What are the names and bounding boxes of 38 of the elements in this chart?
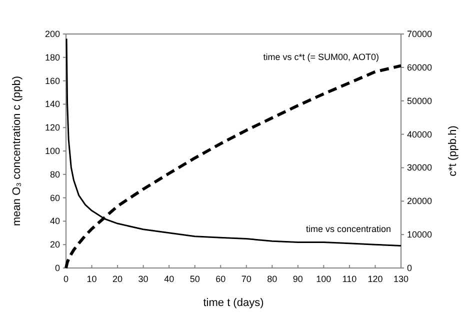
y2-tick-label: 0 [407,263,412,273]
x-tick-label: 100 [316,274,332,284]
y-axis-title: mean O₃ concentration c (ppb) [11,76,23,226]
y-tick-label: 0 [54,263,60,273]
y-tick-label: 100 [44,146,60,156]
x-tick-label: 60 [216,274,226,284]
x-tick-label: 110 [342,274,357,284]
series-label: time vs c*t (= SUM00, AOT0) [263,52,379,62]
y2-tick-label: 70000 [407,29,432,39]
y-tick-label: 140 [44,99,60,110]
x-tick-label: 30 [138,274,148,284]
x-tick-label: 40 [164,274,174,284]
y2-tick-label: 30000 [407,162,432,173]
y2-tick-label: 20000 [407,196,432,206]
x-tick-label: 10 [86,274,97,284]
y2-tick-label: 50000 [407,96,432,106]
x-tick-label: 20 [112,274,123,284]
x-tick-label: 80 [267,274,278,284]
x-tick-label: 0 [63,274,69,284]
y-tick-label: 40 [50,216,60,226]
y-tick-label: 120 [44,122,60,133]
y2-tick-label: 60000 [407,62,432,72]
x-tick-label: 90 [292,274,303,284]
y-tick-label: 160 [44,76,60,86]
x-tick-label: 50 [190,274,200,284]
y2-tick-label: 10000 [407,230,432,240]
series-label: time vs concentration [306,224,391,234]
y-tick-label: 80 [50,169,60,180]
x-axis-title: time t (days) [203,297,264,309]
y2-axis-title: c*t (ppb.h) [447,126,459,176]
y-tick-label: 180 [44,52,60,62]
y2-tick-label: 40000 [407,129,432,140]
y-tick-label: 200 [44,29,60,39]
y-tick-label: 20 [50,240,60,250]
x-tick-label: 120 [368,274,383,284]
x-tick-label: 130 [393,274,409,284]
x-tick-label: 70 [241,274,252,284]
y-tick-label: 60 [50,192,60,203]
